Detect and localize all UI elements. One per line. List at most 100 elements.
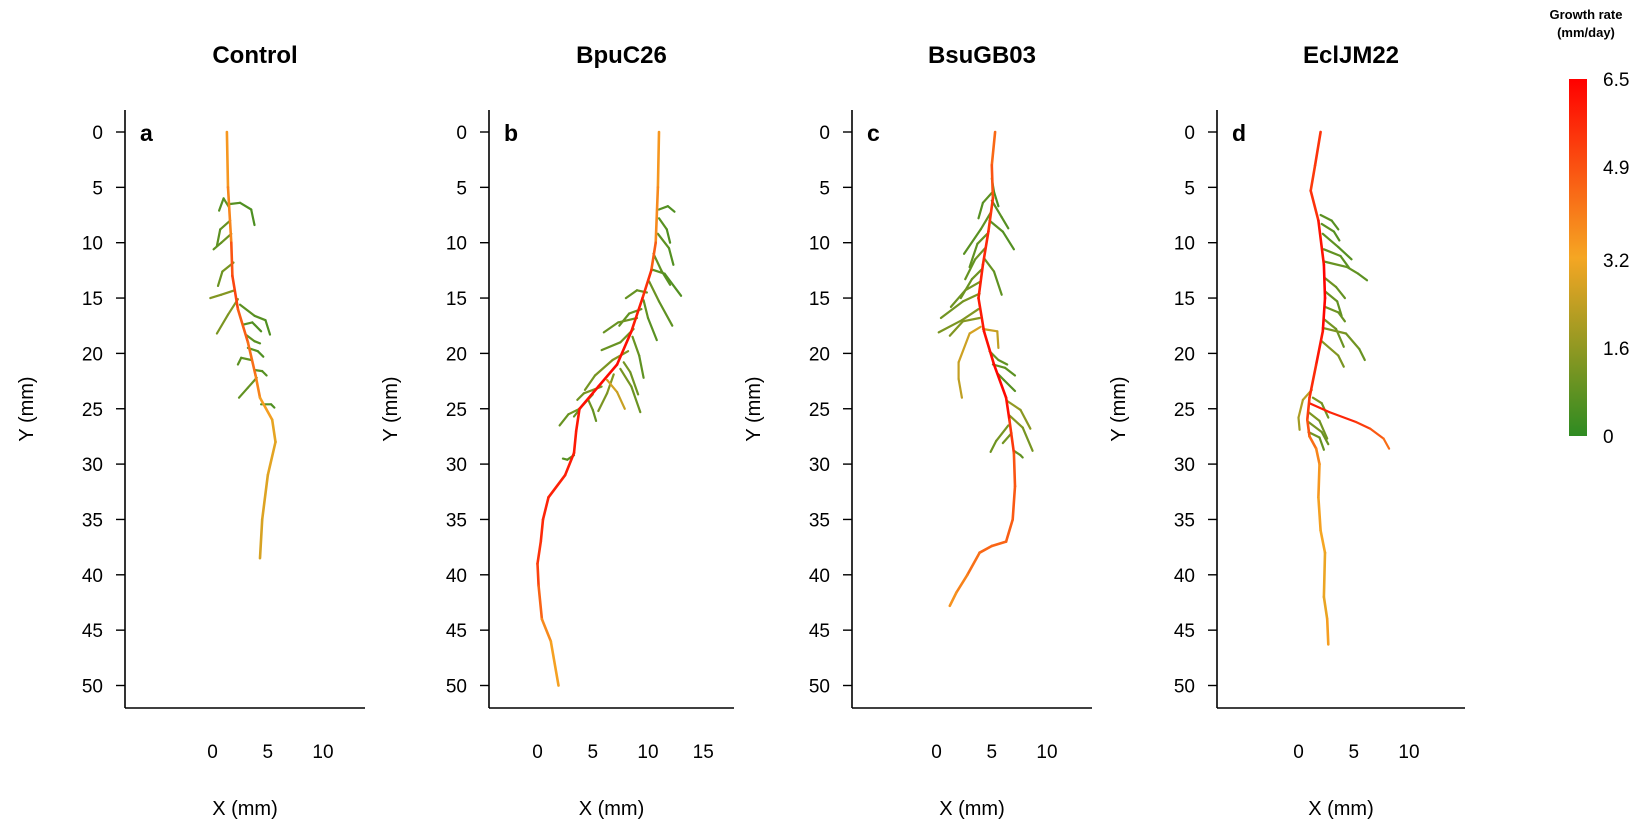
root-segment	[996, 330, 1000, 349]
root-segment	[270, 418, 277, 444]
root-segment	[629, 371, 640, 396]
lateral-root	[957, 325, 982, 399]
root-segment	[657, 205, 670, 211]
lateral-root	[1308, 402, 1391, 450]
root-segment	[981, 230, 990, 267]
root-segment	[968, 242, 979, 269]
y-tick-label: 5	[456, 178, 467, 199]
root-segment	[1314, 447, 1321, 466]
lateral-root	[209, 289, 236, 300]
colorbar-title-line-2: (mm/day)	[1557, 25, 1615, 40]
root-segment	[970, 268, 983, 281]
lateral-root	[1323, 277, 1347, 300]
colorbar-tick-label: 4.9	[1603, 158, 1629, 179]
y-tick-label: 35	[1174, 510, 1195, 531]
root-segment	[547, 473, 567, 499]
x-tick-label: 15	[693, 742, 714, 763]
root-segment	[646, 316, 658, 342]
root-segment	[617, 316, 639, 324]
lateral-root	[622, 361, 640, 396]
root-segment	[1320, 430, 1330, 446]
root-segment	[576, 392, 586, 401]
root-segment	[1008, 414, 1024, 429]
root-segment	[957, 377, 964, 399]
root-segment	[992, 363, 1008, 400]
y-tick-label: 5	[92, 178, 103, 199]
root-segment	[990, 130, 997, 167]
root-segment	[250, 208, 256, 227]
x-tick-label: 0	[207, 742, 218, 763]
root-segment	[597, 392, 609, 413]
root-segment	[549, 639, 560, 687]
root-segment	[536, 562, 540, 588]
root-segment	[572, 429, 578, 455]
root-segment	[1004, 518, 1015, 543]
root-segment	[1318, 436, 1326, 451]
root-segment	[1336, 300, 1343, 317]
lateral-root	[229, 201, 256, 227]
y-tick-label: 30	[82, 455, 103, 476]
root-segment	[1307, 420, 1323, 434]
root-segment	[937, 319, 964, 334]
root-segment	[237, 386, 249, 399]
lateral-root	[939, 292, 981, 320]
root-segment	[642, 299, 650, 320]
root-segment	[638, 354, 645, 379]
root-segment	[630, 385, 642, 414]
y-tick-label: 20	[82, 344, 103, 365]
panel-label: d	[1232, 120, 1246, 146]
root-segment	[619, 367, 633, 388]
root-segment	[1021, 426, 1034, 452]
root-segment	[663, 272, 683, 297]
y-tick-label: 45	[446, 621, 467, 642]
lateral-root	[1323, 290, 1343, 317]
y-tick-label: 15	[446, 289, 467, 310]
colorbar-tick-label: 3.2	[1603, 251, 1629, 272]
root-segment	[647, 280, 661, 303]
colorbar-ticks: 6.5 4.9 3.2 1.6 0	[1603, 70, 1629, 448]
root-segment	[1337, 354, 1345, 368]
lateral-root	[242, 321, 263, 333]
lateral-root	[597, 373, 615, 413]
y-tick-label: 30	[446, 455, 467, 476]
y-axis-label: Y (mm)	[743, 376, 765, 441]
lateral-root	[1320, 222, 1341, 242]
y-tick-label: 0	[1184, 123, 1195, 144]
root-segment	[656, 130, 661, 189]
root-segment	[1332, 230, 1341, 242]
root-segment	[665, 228, 672, 244]
root-segment	[258, 518, 264, 560]
y-tick-label: 20	[446, 344, 467, 365]
lateral-root	[1008, 414, 1034, 452]
root-segment	[1004, 396, 1011, 422]
y-tick-label: 15	[82, 289, 103, 310]
root-segment	[209, 293, 223, 300]
root-segment	[966, 551, 981, 577]
root-segment	[240, 356, 253, 362]
root-segment	[593, 358, 614, 377]
root-segment	[1323, 277, 1338, 289]
y-tick-label: 25	[1174, 400, 1195, 421]
root-segment	[961, 316, 981, 323]
root-segment	[1012, 451, 1017, 488]
root-segment	[1334, 285, 1347, 300]
lateral-root	[642, 299, 658, 342]
lateral-root	[1322, 260, 1369, 282]
root-segment	[987, 197, 995, 233]
root-segment	[1358, 347, 1366, 362]
root-segment	[266, 440, 277, 477]
root-segment	[600, 341, 622, 352]
root-segment	[602, 321, 620, 334]
root-segment	[1325, 617, 1330, 646]
y-tick-label: 10	[809, 234, 830, 255]
lateral-root	[656, 232, 675, 266]
y-tick-label: 45	[809, 621, 830, 642]
root-segment	[1019, 454, 1024, 459]
root-segment	[649, 241, 658, 272]
root-segment	[540, 617, 553, 643]
root-segment	[961, 292, 981, 303]
root-segment	[261, 370, 268, 377]
root-segment	[982, 329, 996, 366]
root-segment	[596, 363, 619, 388]
y-tick-label: 40	[809, 566, 830, 587]
